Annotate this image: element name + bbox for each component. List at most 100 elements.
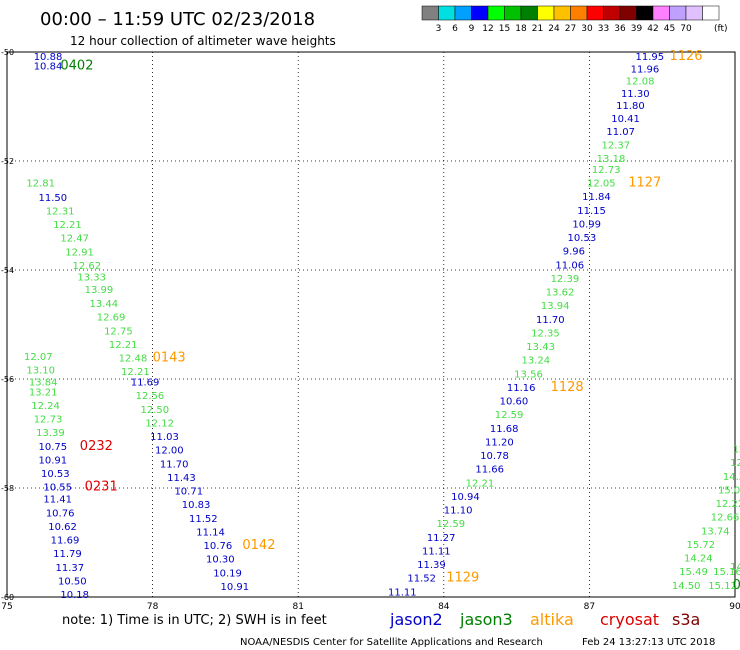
wave-height-label: 11.95 [636, 52, 665, 63]
wave-height-label: 12.08 [626, 77, 655, 88]
wave-height-label: 10.83 [182, 500, 211, 511]
wave-height-label: 11.50 [39, 193, 68, 204]
colorbar-swatch [586, 5, 604, 21]
wave-height-label: 15.49 [679, 567, 708, 578]
colorbar-label: 30 [581, 24, 593, 34]
colorbar-label: 36 [614, 24, 626, 34]
wave-height-label: 12.21 [466, 478, 495, 489]
wave-height-label: 12.22 [716, 499, 740, 510]
wave-height-label: 12 [733, 445, 740, 456]
wave-height-label: 12.48 [119, 354, 148, 365]
colorbar-swatch [636, 5, 654, 21]
legend: jason2 jason3 altika cryosat s3a [389, 610, 700, 629]
x-tick-label: 75 [1, 602, 12, 612]
wave-height-label: 10.91 [39, 455, 68, 466]
wave-height-label: 11.69 [131, 378, 160, 389]
wave-height-label: 11.15 [577, 206, 606, 217]
wave-height-label: 10.91 [221, 582, 250, 593]
wave-height-label: 12.37 [602, 140, 631, 151]
wave-height-label: 13.33 [77, 272, 106, 283]
wave-height-label: 13.24 [521, 356, 550, 367]
y-tick-label: -60 [1, 593, 14, 602]
wave-height-label: 12.81 [26, 179, 55, 190]
colorbar-label: 21 [532, 24, 543, 34]
x-tick-label: 87 [584, 602, 595, 612]
wave-height-label: 10.19 [213, 568, 242, 579]
wave-height-label: 10.55 [43, 483, 72, 494]
y-tick-label: -50 [1, 48, 14, 57]
wave-height-label: 12.35 [531, 328, 560, 339]
wave-height-label: 11.96 [631, 65, 660, 76]
wave-height-label: 11.80 [616, 101, 645, 112]
x-tick-label: 81 [292, 602, 303, 612]
pass-time-label: 02 [733, 578, 740, 593]
wave-height-label: 13.44 [90, 299, 119, 310]
wave-height-label: 12.12 [145, 418, 174, 429]
colorbar-swatch [652, 5, 670, 21]
colorbar-swatch [487, 5, 505, 21]
colorbar-swatch [570, 5, 588, 21]
colorbar: 3 6 9 12 15 18 21 24 27 30 33 36 39 42 45 70 [421, 5, 720, 34]
wave-height-label: 10.78 [480, 451, 509, 462]
wave-height-label: 11.37 [56, 563, 85, 574]
wave-height-label: 12.59 [495, 410, 524, 421]
wave-height-label: 12.39 [551, 274, 580, 285]
wave-height-label: 13.39 [36, 428, 65, 439]
wave-height-label: 13.56 [514, 369, 543, 380]
wave-height-label: 10.53 [568, 233, 597, 244]
wave-height-label: 15.03 [718, 485, 740, 496]
wave-height-label: 15.12 [708, 581, 737, 592]
colorbar-label: 18 [515, 24, 527, 34]
colorbar-label: 15 [499, 24, 510, 34]
colorbar-swatch [702, 5, 720, 21]
wave-height-label: 11.10 [444, 506, 473, 517]
pass-time-label: 0143 [153, 351, 186, 366]
wave-height-label: 11.68 [490, 424, 519, 435]
wave-height-label: 12.21 [53, 220, 82, 231]
colorbar-swatch [438, 5, 456, 21]
footer-credit: NOAA/NESDIS Center for Satellite Applica… [240, 637, 543, 648]
wave-height-label: 12.59 [437, 519, 466, 530]
wave-height-label: 11.16 [507, 383, 536, 394]
footer-stamp: Feb 24 13:27:13 UTC 2018 [582, 637, 715, 648]
wave-height-label: 12.91 [65, 247, 94, 258]
wave-height-label: 10.53 [41, 469, 70, 480]
colorbar-swatch [619, 5, 637, 21]
wave-height-label: 13.62 [546, 288, 575, 299]
legend-item-altika: altika [530, 610, 574, 629]
wave-height-label: 12.07 [24, 352, 53, 363]
wave-height-label: 13.74 [701, 526, 730, 537]
wave-height-label: 11.27 [427, 533, 456, 544]
legend-item-cryosat: cryosat [600, 610, 659, 629]
legend-item-s3a: s3a [672, 610, 700, 629]
wave-height-label: 10.62 [48, 522, 77, 533]
wave-height-label: 10.94 [451, 492, 480, 503]
wave-height-label: 11.11 [422, 546, 451, 557]
colorbar-label: 70 [680, 24, 692, 34]
colorbar-swatch [520, 5, 538, 21]
colorbar-label: 27 [565, 24, 576, 34]
wave-height-label: 11.06 [555, 260, 584, 271]
wave-height-label: 12.47 [60, 234, 89, 245]
colorbar-swatch [421, 5, 439, 21]
colorbar-label: 45 [664, 24, 675, 34]
colorbar-swatch [553, 5, 571, 21]
wave-height-label: 13.10 [26, 366, 55, 377]
colorbar-unit: (ft) [714, 24, 728, 34]
wave-height-label: 10.60 [500, 397, 529, 408]
wave-height-label: 11.70 [536, 315, 565, 326]
colorbar-swatch [454, 5, 472, 21]
x-tick-label: 84 [438, 602, 450, 612]
wave-height-label: 10.75 [39, 442, 68, 453]
pass-time-label: 1126 [669, 49, 702, 64]
wave-height-label: 11.66 [475, 465, 504, 476]
wave-height-label: 13.18 [597, 154, 626, 165]
colorbar-label: 39 [631, 24, 643, 34]
wave-height-label: 11.52 [407, 574, 436, 585]
wave-height-label: 12.73 [592, 165, 621, 176]
wave-height-label: 11.79 [53, 549, 82, 560]
wave-height-label: 10.50 [58, 576, 87, 587]
wave-height-label: 11.11 [388, 587, 417, 598]
colorbar-label: 12 [482, 24, 493, 34]
